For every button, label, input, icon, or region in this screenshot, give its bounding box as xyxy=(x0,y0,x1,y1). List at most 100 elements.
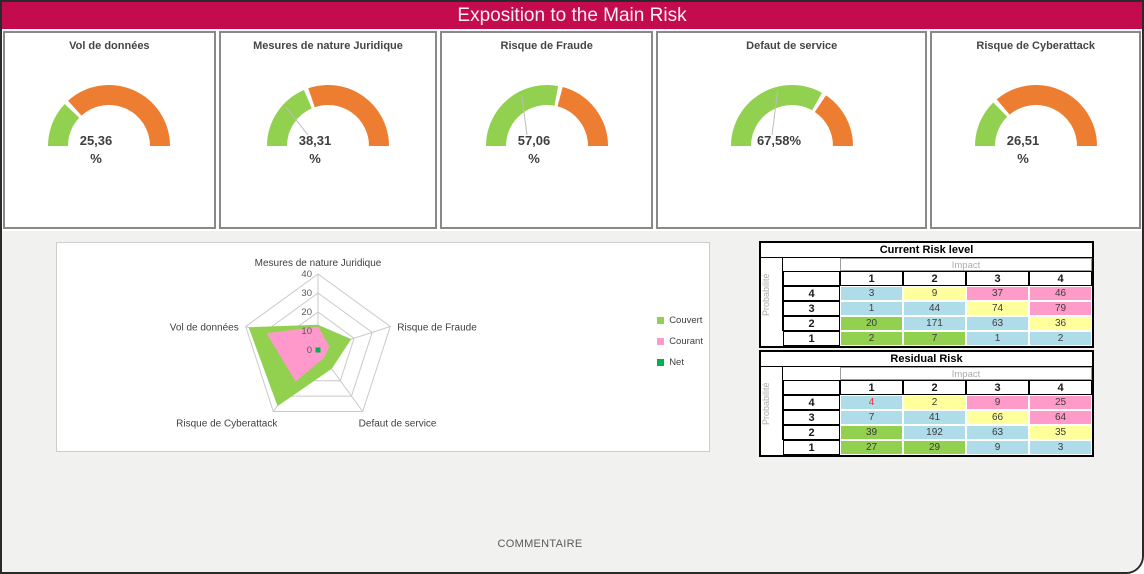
risk-matrix: Residual Risk Probabilité Impact 1 2 3 4 4 4 2 9 25… xyxy=(759,350,1094,457)
radar-legend: Couvert Courant Net xyxy=(657,315,703,378)
matrix-cell: 63 xyxy=(966,425,1029,440)
gauge-arc-filled xyxy=(485,85,558,147)
legend-item: Courant xyxy=(657,336,703,347)
radar-grid-ring xyxy=(245,273,391,412)
matrix-cell: 36 xyxy=(1029,316,1092,331)
risk-matrices: Current Risk level Probabilité Impact 1 2 3 4 4… xyxy=(759,241,1094,459)
matrix-cell: 1 xyxy=(966,331,1029,346)
matrix-row-header: 3 xyxy=(783,301,840,316)
gauge-chart: 38,31% xyxy=(267,85,389,166)
matrix-cell: 1 xyxy=(840,301,903,316)
matrix-row-header: 3 xyxy=(783,410,840,425)
legend-label: Couvert xyxy=(669,315,703,326)
gauge-leader-line xyxy=(771,90,778,136)
radar-tick-label: 40 xyxy=(301,269,312,280)
legend-label: Courant xyxy=(669,336,703,347)
matrix-cell: 25 xyxy=(1029,395,1092,410)
matrix-prob-label: Probabilité xyxy=(761,258,783,331)
gauge-title: Mesures de nature Juridique xyxy=(253,40,403,52)
matrix-col-header: 3 xyxy=(966,271,1029,286)
matrix-cell: 44 xyxy=(903,301,966,316)
radar-grid-ring xyxy=(263,292,373,397)
matrix-cell: 9 xyxy=(966,440,1029,455)
gauge-title: Risque de Fraude xyxy=(500,40,593,52)
gauge-value-label: 57,06 xyxy=(517,133,550,148)
radar-series-courant xyxy=(266,326,330,382)
dashboard-title-bar: Exposition to the Main Risk xyxy=(2,2,1142,29)
matrix-row-header: 2 xyxy=(783,425,840,440)
radar-tick-label: 20 xyxy=(301,307,312,318)
matrix-cell: 20 xyxy=(840,316,903,331)
legend-swatch xyxy=(657,359,665,366)
matrix-col-header: 2 xyxy=(903,380,966,395)
matrix-col-header: 4 xyxy=(1029,380,1092,395)
gauge-arc-remainder xyxy=(68,85,171,147)
gauge-value-label: % xyxy=(309,151,321,166)
matrix-cell: 3 xyxy=(840,286,903,301)
matrix-row-header: 2 xyxy=(783,316,840,331)
risk-matrix: Current Risk level Probabilité Impact 1 2 3 4 4… xyxy=(759,241,1094,348)
gauge-leader-line xyxy=(520,94,528,136)
gauge-title: Defaut de service xyxy=(746,40,838,52)
radar-series-net-marker xyxy=(315,347,321,353)
radar-axis-label: Risque de Fraude xyxy=(397,323,477,334)
matrix-cell: 7 xyxy=(840,410,903,425)
legend-label: Net xyxy=(669,357,684,368)
radar-card: 0 10 20 30 40 Mesures de nature Juridique Risq… xyxy=(56,242,710,452)
matrix-title: Current Risk level xyxy=(761,243,1092,258)
radar-axis-label: Mesures de nature Juridique xyxy=(255,258,382,269)
gauge-value-label: % xyxy=(1017,151,1029,166)
matrix-cell: 4 xyxy=(840,395,903,410)
gauge-card: Risque de Fraude 57,06% xyxy=(440,31,653,229)
gauge-arc-filled xyxy=(730,85,822,147)
matrix-cell: 63 xyxy=(966,316,1029,331)
legend-swatch xyxy=(657,317,665,324)
matrix-col-header: 1 xyxy=(840,380,903,395)
matrix-cell: 9 xyxy=(966,395,1029,410)
gauge-arc-filled xyxy=(48,104,80,147)
matrix-col-header: 4 xyxy=(1029,271,1092,286)
matrix-col-header: 1 xyxy=(840,271,903,286)
legend-item: Couvert xyxy=(657,315,703,326)
matrix-row-header: 4 xyxy=(783,286,840,301)
legend-item: Net xyxy=(657,357,703,368)
page-title: Exposition to the Main Risk xyxy=(457,5,687,26)
gauge-card: Vol de données 25,36% xyxy=(3,31,216,229)
gauge-title: Vol de données xyxy=(69,40,150,52)
matrix-cell: 37 xyxy=(966,286,1029,301)
gauge-arc-filled xyxy=(267,89,313,147)
matrix-blank-cell xyxy=(783,271,840,286)
gauge-title: Risque de Cyberattack xyxy=(976,40,1095,52)
gauge-arc-filled xyxy=(974,102,1008,147)
gauge-card: Risque de Cyberattack 26,51% xyxy=(930,31,1141,229)
matrix-col-header: 3 xyxy=(966,380,1029,395)
radar-tick-label: 30 xyxy=(301,288,312,299)
gauge-leader-line xyxy=(285,106,309,136)
gauge-value-label: % xyxy=(528,151,540,166)
gauge-arc-remainder xyxy=(308,85,389,147)
gauge-chart: 25,36% xyxy=(48,85,171,166)
matrix-title: Residual Risk xyxy=(761,352,1092,367)
gauge-arc-remainder xyxy=(814,95,853,147)
matrix-cell: 66 xyxy=(966,410,1029,425)
matrix-col-header: 2 xyxy=(903,271,966,286)
matrix-cell: 171 xyxy=(903,316,966,331)
radar-axis-label: Vol de données xyxy=(170,323,239,334)
lower-section: 0 10 20 30 40 Mesures de nature Juridique Risq… xyxy=(2,231,1142,572)
matrix-cell: 79 xyxy=(1029,301,1092,316)
gauge-value-label: % xyxy=(91,151,103,166)
radar-axis-label: Risque de Cyberattack xyxy=(176,418,278,429)
matrix-impact-label: Impact xyxy=(840,258,1092,271)
matrix-cell: 41 xyxy=(903,410,966,425)
matrix-impact-label: Impact xyxy=(840,367,1092,380)
matrix-prob-label: Probabilité xyxy=(761,367,783,440)
legend-swatch xyxy=(657,338,665,345)
matrix-cell: 27 xyxy=(840,440,903,455)
gauge-card: Mesures de nature Juridique 38,31% xyxy=(218,31,438,229)
matrix-cell: 2 xyxy=(840,331,903,346)
matrix-row-header: 1 xyxy=(783,440,840,455)
gauge-chart: 57,06% xyxy=(485,85,608,166)
radar-axis-label: Defaut de service xyxy=(359,418,437,429)
